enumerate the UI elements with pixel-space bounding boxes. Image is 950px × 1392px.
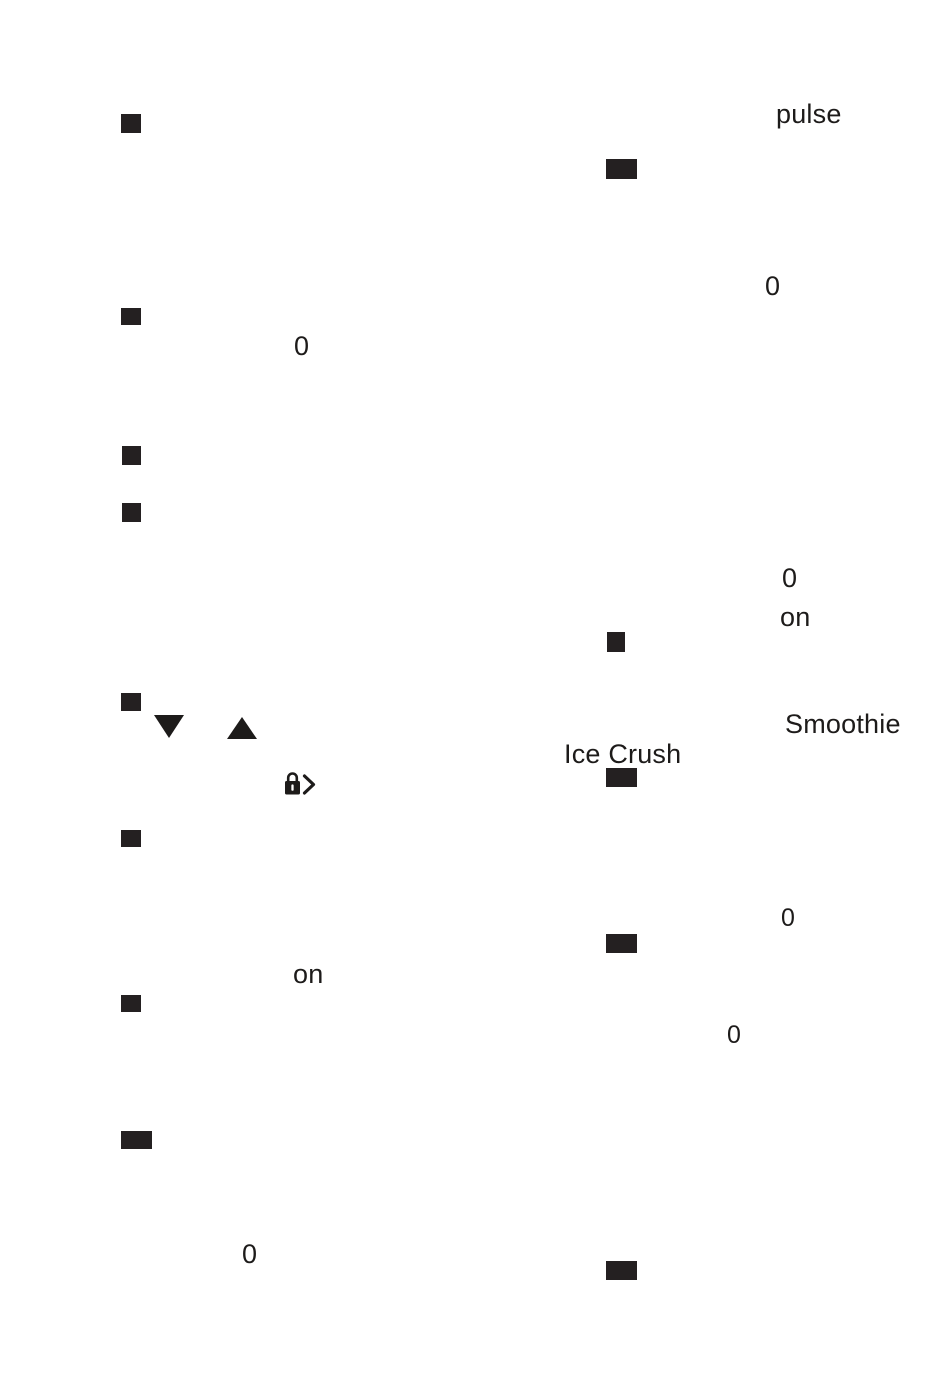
switch-on-label: on <box>293 959 324 989</box>
black-rect-placeholder-icon <box>606 159 637 179</box>
square-bullet-icon <box>121 308 141 325</box>
square-bullet-icon <box>121 995 141 1012</box>
dial-position-zero-label: 0 <box>765 271 781 301</box>
speed-increase-triangle-up-icon <box>227 717 257 739</box>
dial-position-zero-label: 0 <box>782 563 798 593</box>
switch-on-label: on <box>780 602 811 632</box>
square-bullet-icon <box>122 503 141 522</box>
square-bullet-icon <box>122 446 141 465</box>
black-rect-placeholder-icon <box>606 934 637 953</box>
square-bullet-icon <box>607 632 625 652</box>
dial-position-zero-label: 0 <box>242 1239 258 1269</box>
dial-position-zero-label: 0 <box>727 1021 742 1049</box>
speed-decrease-triangle-down-icon <box>154 715 184 738</box>
dial-position-zero-label: 0 <box>294 331 310 361</box>
black-rect-placeholder-icon <box>606 768 637 787</box>
pulse-setting-label: pulse <box>776 99 842 129</box>
black-rect-placeholder-icon <box>606 1261 637 1280</box>
chevron-right-icon <box>302 774 316 800</box>
square-bullet-icon <box>121 693 141 711</box>
program-ice-crush-label: Ice Crush <box>564 739 682 769</box>
square-bullet-icon <box>121 830 141 847</box>
square-bullet-icon <box>121 114 141 133</box>
lock-icon <box>284 771 301 801</box>
dial-position-zero-label: 0 <box>781 904 796 932</box>
program-smoothie-label: Smoothie <box>785 709 901 739</box>
black-rect-placeholder-icon <box>121 1131 152 1149</box>
